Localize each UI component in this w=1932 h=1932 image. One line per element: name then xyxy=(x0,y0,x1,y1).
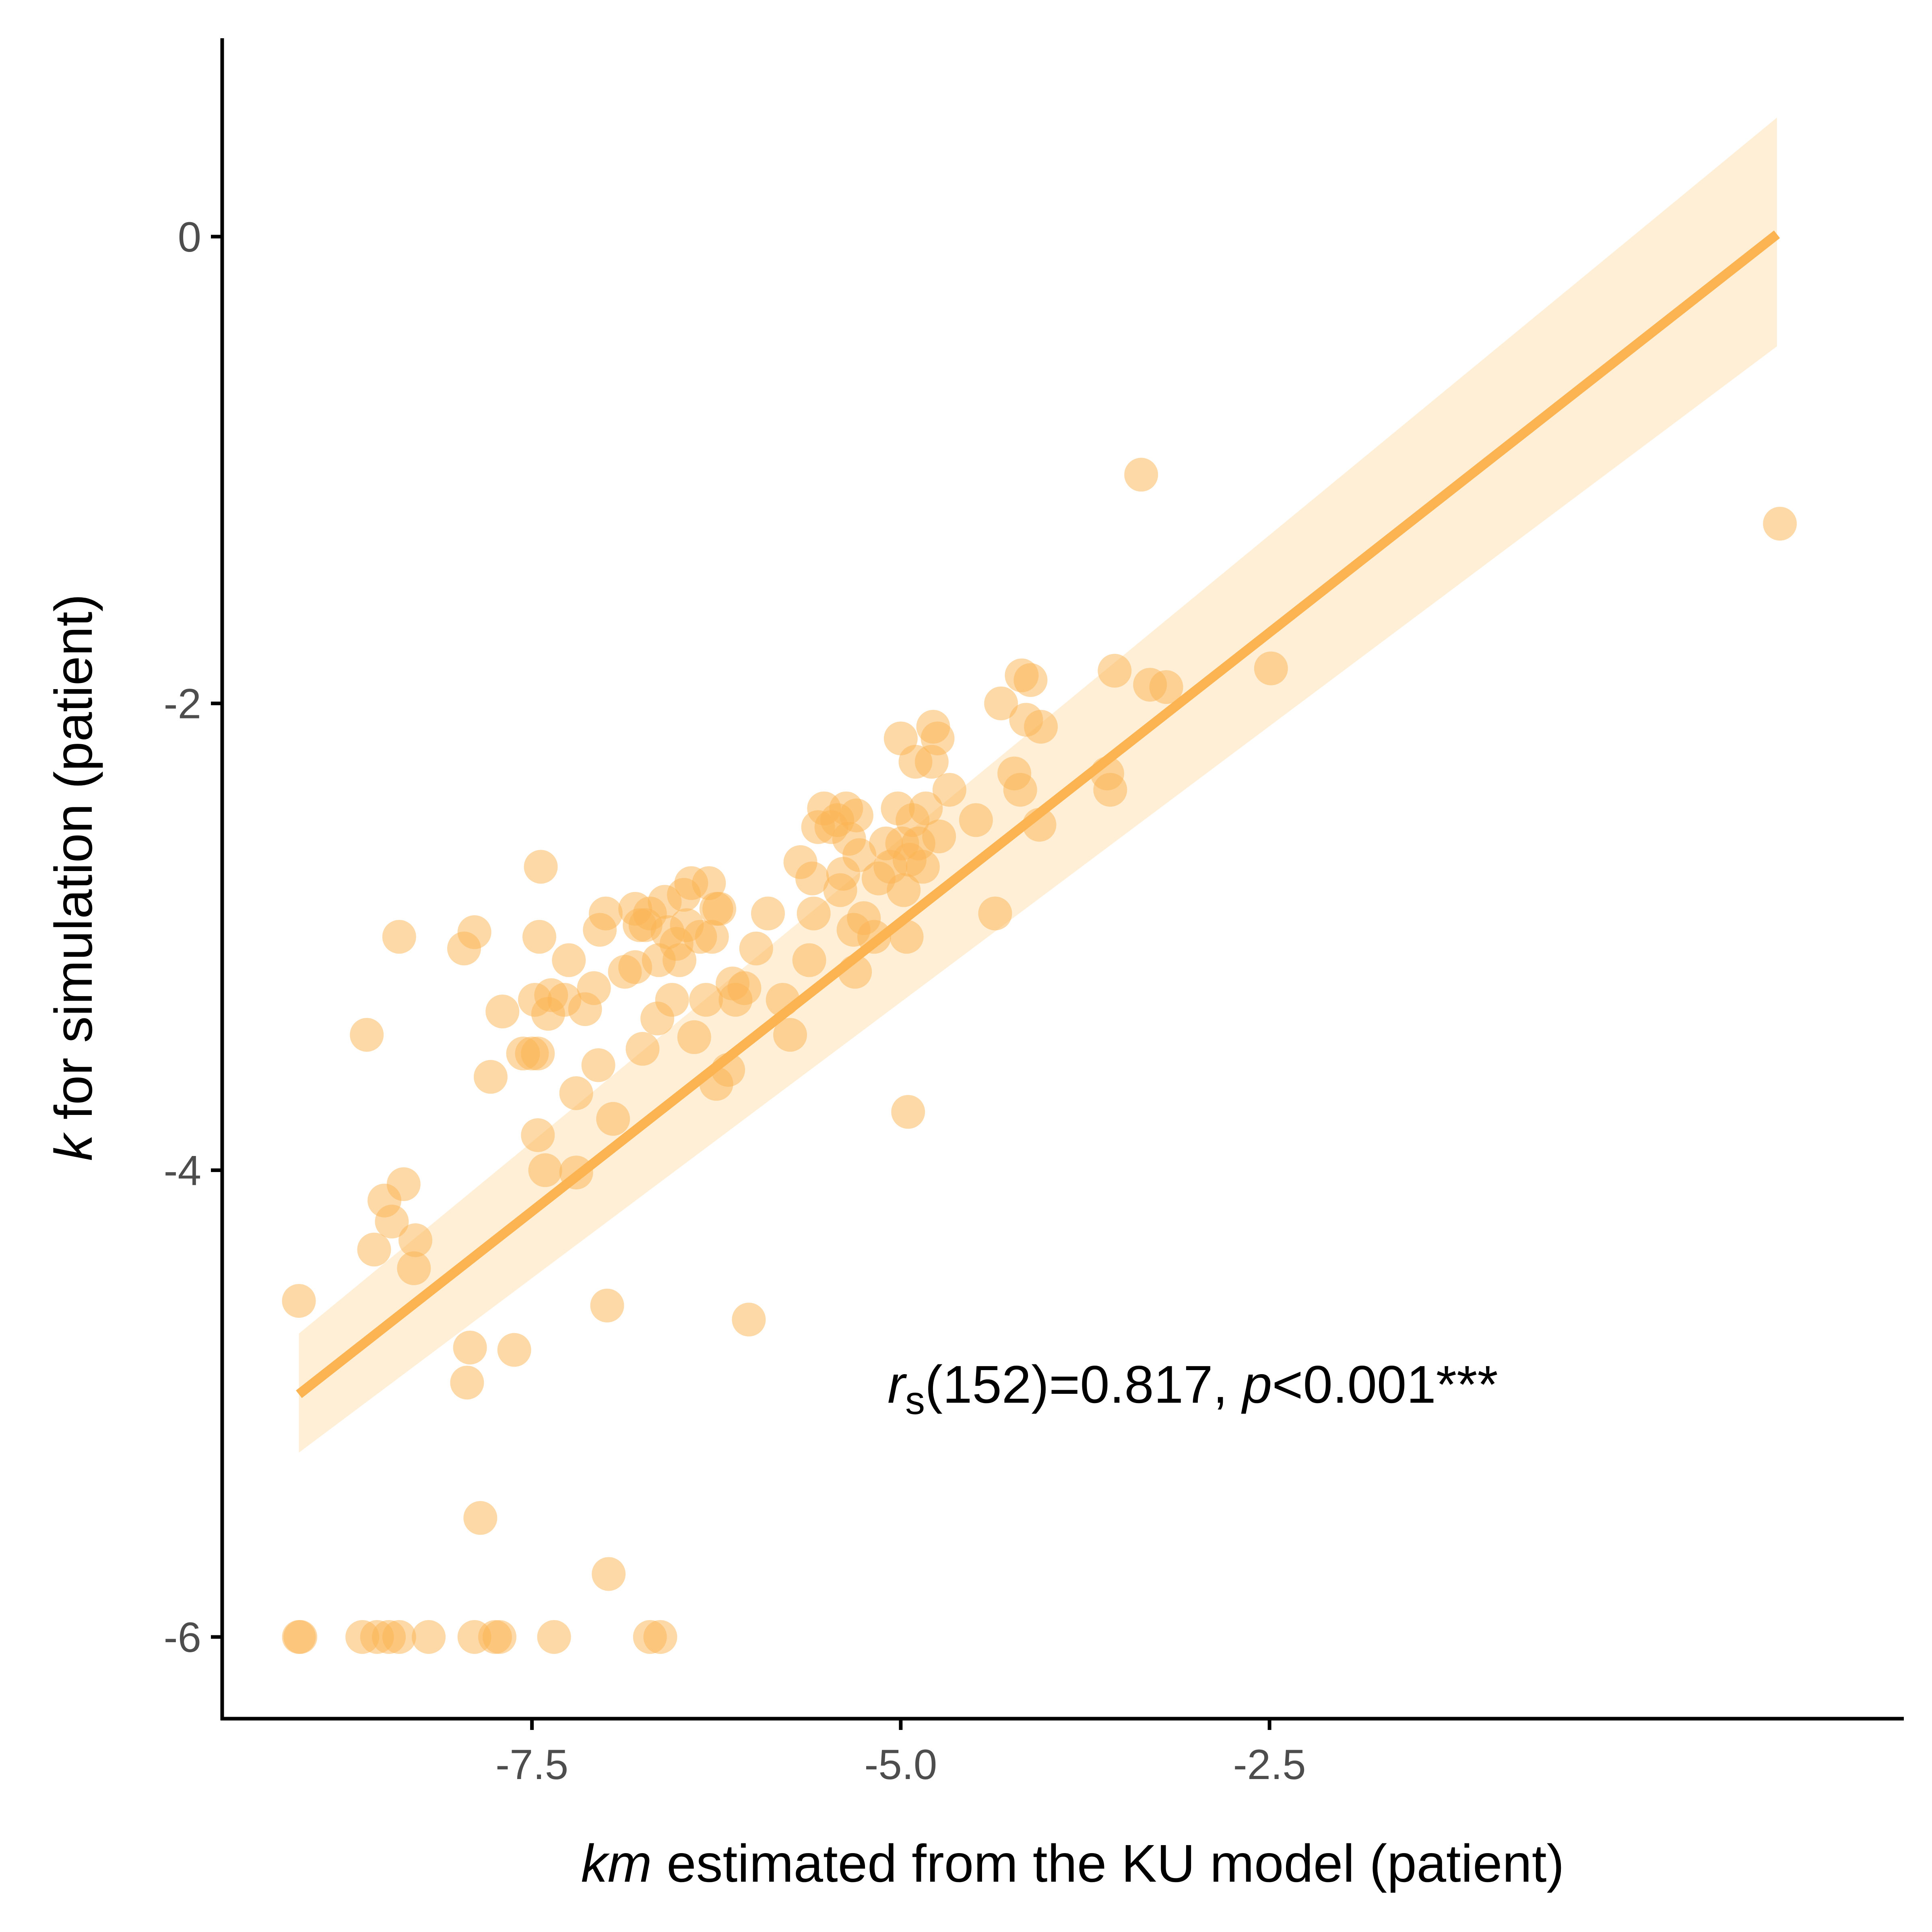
y-axis-title: k for simulation (patient) xyxy=(44,594,103,1161)
data-point xyxy=(382,1620,416,1654)
y-axis-title-rest: for simulation (patient) xyxy=(44,594,103,1135)
data-point xyxy=(382,920,416,954)
data-point xyxy=(592,1557,626,1591)
data-point xyxy=(522,920,556,954)
annotation-p: p xyxy=(1241,1355,1272,1414)
data-point xyxy=(521,1036,555,1071)
data-point xyxy=(625,1032,660,1066)
data-point xyxy=(350,1018,384,1052)
data-point xyxy=(677,1020,711,1054)
data-point xyxy=(663,943,697,977)
y-tick-label: -4 xyxy=(164,1147,201,1194)
annotation-middle: (152)=0.817, xyxy=(925,1355,1243,1414)
data-point xyxy=(922,819,956,854)
data-point xyxy=(839,798,873,832)
x-axis-title-italic: km xyxy=(581,1834,652,1893)
data-point xyxy=(483,1620,516,1654)
data-point xyxy=(577,971,611,1005)
data-point xyxy=(695,920,729,954)
x-tick-label: -5.0 xyxy=(864,1741,937,1788)
data-point xyxy=(727,971,762,1005)
data-point xyxy=(559,1076,593,1110)
data-point xyxy=(457,915,491,949)
data-point xyxy=(596,1102,630,1136)
data-point xyxy=(397,1251,431,1285)
data-point xyxy=(528,1153,562,1187)
data-point xyxy=(773,1018,807,1052)
data-point xyxy=(921,721,955,755)
y-tick-label: 0 xyxy=(178,214,201,261)
data-point xyxy=(692,866,726,900)
data-point xyxy=(1149,670,1183,704)
data-point xyxy=(797,896,831,931)
data-point xyxy=(497,1333,531,1367)
data-point xyxy=(375,1204,409,1238)
data-point xyxy=(643,1620,677,1654)
data-point xyxy=(1003,773,1037,807)
data-point xyxy=(1254,651,1288,685)
confidence-ribbon xyxy=(299,118,1777,1453)
data-point xyxy=(1098,654,1132,688)
y-tick-label: -2 xyxy=(164,681,201,728)
data-point xyxy=(588,896,623,931)
y-axis-title-italic: k xyxy=(44,1132,103,1161)
x-tick-label: -7.5 xyxy=(495,1741,568,1788)
data-point xyxy=(887,873,921,907)
data-point xyxy=(1093,773,1127,807)
data-point xyxy=(1763,507,1797,541)
regression-line-layer xyxy=(296,230,1780,1398)
annotation-r: r xyxy=(888,1355,907,1414)
data-point xyxy=(732,1302,766,1337)
data-point xyxy=(959,803,993,837)
data-point xyxy=(357,1232,391,1267)
annotation-tail: <0.001*** xyxy=(1272,1355,1498,1414)
annotation-subscript: s xyxy=(905,1378,925,1422)
x-tick-label: -2.5 xyxy=(1233,1741,1306,1788)
x-axis-title-rest: estimated from the KU model (patient) xyxy=(652,1834,1565,1893)
data-point xyxy=(751,896,785,931)
data-point xyxy=(739,931,773,966)
correlation-annotation: rs(152)=0.817, p<0.001*** xyxy=(888,1355,1498,1422)
data-point xyxy=(689,983,723,1017)
data-point xyxy=(1013,663,1048,697)
regression-line xyxy=(296,230,1780,1398)
data-point xyxy=(412,1620,446,1654)
data-point xyxy=(891,1095,925,1129)
data-point xyxy=(386,1167,421,1201)
y-tick-label: -6 xyxy=(164,1614,201,1661)
data-point xyxy=(474,1060,508,1094)
data-point xyxy=(283,1620,318,1654)
data-point xyxy=(537,1620,571,1654)
data-point xyxy=(702,892,737,926)
data-point xyxy=(581,1048,615,1082)
confidence-ribbon-layer xyxy=(299,118,1777,1453)
data-point xyxy=(450,1366,484,1399)
axes-layer: 0 -2 -4 -6 -7.5 -5.0 -2.5 xyxy=(164,38,1904,1788)
data-point xyxy=(842,838,877,872)
data-point xyxy=(282,1284,316,1318)
data-point xyxy=(521,1118,555,1152)
data-point xyxy=(655,983,689,1017)
data-point xyxy=(909,791,943,826)
points-layer xyxy=(282,458,1797,1654)
data-point xyxy=(795,861,829,896)
data-point xyxy=(524,850,558,884)
data-point xyxy=(463,1501,497,1535)
data-point xyxy=(552,943,586,977)
x-axis-title: km estimated from the KU model (patient) xyxy=(581,1834,1565,1893)
data-point xyxy=(453,1331,487,1364)
data-point xyxy=(906,850,940,884)
data-point xyxy=(1024,710,1058,744)
data-point xyxy=(792,943,826,977)
data-point xyxy=(1124,458,1158,492)
data-point xyxy=(398,1223,433,1257)
data-point xyxy=(978,896,1012,931)
data-point xyxy=(932,773,966,807)
data-point xyxy=(984,686,1018,720)
data-point xyxy=(485,995,520,1028)
data-point xyxy=(590,1288,624,1323)
